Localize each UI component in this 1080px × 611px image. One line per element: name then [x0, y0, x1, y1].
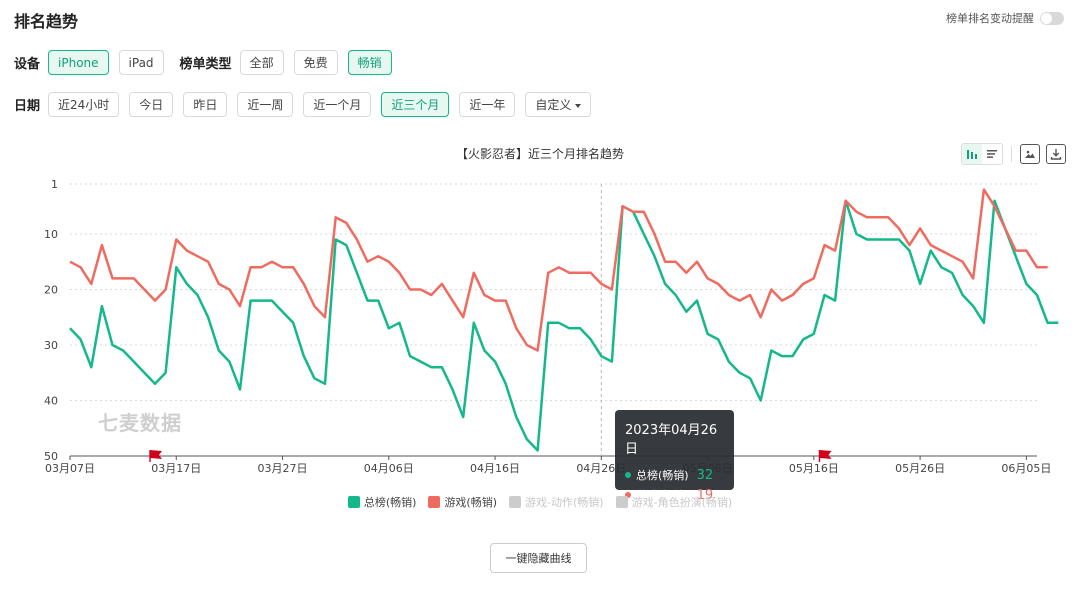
device-iphone-button[interactable]: iPhone: [48, 50, 109, 75]
x-tick-label: 04月26日: [576, 462, 626, 475]
legend-label-game: 游戏(畅销): [444, 496, 498, 509]
device-ipad-button[interactable]: iPad: [118, 50, 164, 75]
date-custom-dropdown[interactable]: 自定义: [525, 92, 592, 117]
tooltip-date: 2023年04月26日: [625, 423, 718, 457]
x-tick-label: 05月16日: [789, 462, 839, 475]
hide-curves-button[interactable]: 一键隐藏曲线: [490, 543, 587, 573]
x-tick-label: 06月05日: [1001, 462, 1051, 475]
x-tick-label: 03月27日: [258, 462, 308, 475]
legend-label-action: 游戏-动作(畅销): [525, 496, 604, 509]
legend-swatch-game: [428, 496, 441, 508]
date-today-button[interactable]: 今日: [129, 92, 174, 117]
tooltip-row-game: 游戏(畅销) 19: [625, 485, 724, 505]
x-tick-label: 03月17日: [151, 462, 201, 475]
device-label: 设备: [14, 57, 41, 72]
image-icon[interactable]: [1020, 144, 1040, 164]
date-year-button[interactable]: 近一年: [459, 92, 516, 117]
y-tick-label: 10: [44, 228, 58, 241]
legend-swatch-action: [509, 496, 522, 508]
list-type-free-button[interactable]: 免费: [293, 50, 338, 75]
list-icon[interactable]: [982, 144, 1002, 164]
date-yesterday-button[interactable]: 昨日: [183, 92, 228, 117]
legend-item-game[interactable]: 游戏(畅销): [428, 494, 497, 510]
rank-alert: 榜单排名变动提醒: [946, 10, 1064, 26]
x-tick-label: 04月06日: [364, 462, 414, 475]
legend-item-rpg[interactable]: 游戏-角色扮演(畅销): [615, 494, 733, 510]
legend-swatch-total: [347, 496, 360, 508]
x-tick-label: 04月16日: [470, 462, 520, 475]
tooltip-dot-game: [625, 492, 631, 498]
date-custom-label: 自定义: [535, 98, 572, 112]
y-tick-label: 20: [44, 283, 58, 296]
rank-alert-toggle[interactable]: [1040, 11, 1064, 25]
filter-row-device: 设备 iPhone iPad 榜单类型 全部 免费 畅销: [14, 50, 392, 75]
date-24h-button[interactable]: 近24小时: [48, 92, 120, 117]
download-icon[interactable]: [1046, 144, 1066, 164]
y-tick-label: 50: [44, 450, 58, 463]
flag-icon: [150, 450, 163, 459]
legend-label-total: 总榜(畅销): [363, 496, 417, 509]
toolbar-divider: [1011, 146, 1012, 162]
list-type-all-button[interactable]: 全部: [239, 50, 284, 75]
list-type-grossing-button[interactable]: 畅销: [347, 50, 392, 75]
tooltip-row-total: 总榜(畅销) 32: [625, 465, 724, 485]
bar-chart-icon[interactable]: [962, 144, 982, 164]
tooltip-label-total: 总榜(畅销): [636, 469, 689, 482]
date-label: 日期: [14, 99, 41, 114]
tooltip-value-game: 19: [696, 487, 714, 503]
tooltip-value-total: 32: [696, 467, 714, 483]
chevron-down-icon: [575, 103, 582, 108]
x-tick-label: 05月26日: [895, 462, 945, 475]
page-title: 排名趋势: [14, 12, 79, 31]
date-3months-button[interactable]: 近三个月: [381, 92, 450, 117]
y-tick-label: 40: [44, 394, 58, 407]
date-month-button[interactable]: 近一个月: [303, 92, 372, 117]
tooltip-dot-total: [625, 472, 631, 478]
flag-icon: [819, 450, 832, 459]
chart-title: 【火影忍者】近三个月排名趋势: [455, 147, 624, 161]
legend-item-action[interactable]: 游戏-动作(畅销): [509, 494, 604, 510]
legend-swatch-rpg: [615, 496, 628, 508]
rank-alert-label: 榜单排名变动提醒: [946, 12, 1034, 25]
list-type-label: 榜单类型: [179, 57, 232, 72]
chart-tooltip: 2023年04月26日 总榜(畅销) 32 游戏(畅销) 19: [615, 410, 734, 503]
y-tick-label: 30: [44, 339, 58, 352]
chart-legend: 总榜(畅销) 游戏(畅销) 游戏-动作(畅销) 游戏-角色扮演(畅销): [0, 494, 1080, 510]
legend-label-rpg: 游戏-角色扮演(畅销): [631, 496, 733, 509]
tooltip-label-game: 游戏(畅销): [636, 489, 689, 502]
series-line-total: [69, 199, 1059, 452]
view-toggle: [961, 143, 1003, 165]
y-tick-label: 1: [51, 178, 58, 191]
watermark: 七麦数据: [98, 411, 182, 435]
legend-item-total[interactable]: 总榜(畅销): [347, 494, 417, 510]
filter-row-date: 日期 近24小时 今日 昨日 近一周 近一个月 近三个月 近一年 自定义: [14, 92, 592, 117]
series-line-game: [69, 188, 1048, 352]
x-tick-label: 03月07日: [45, 462, 95, 475]
date-week-button[interactable]: 近一周: [237, 92, 294, 117]
chart-toolbar: [961, 143, 1066, 165]
